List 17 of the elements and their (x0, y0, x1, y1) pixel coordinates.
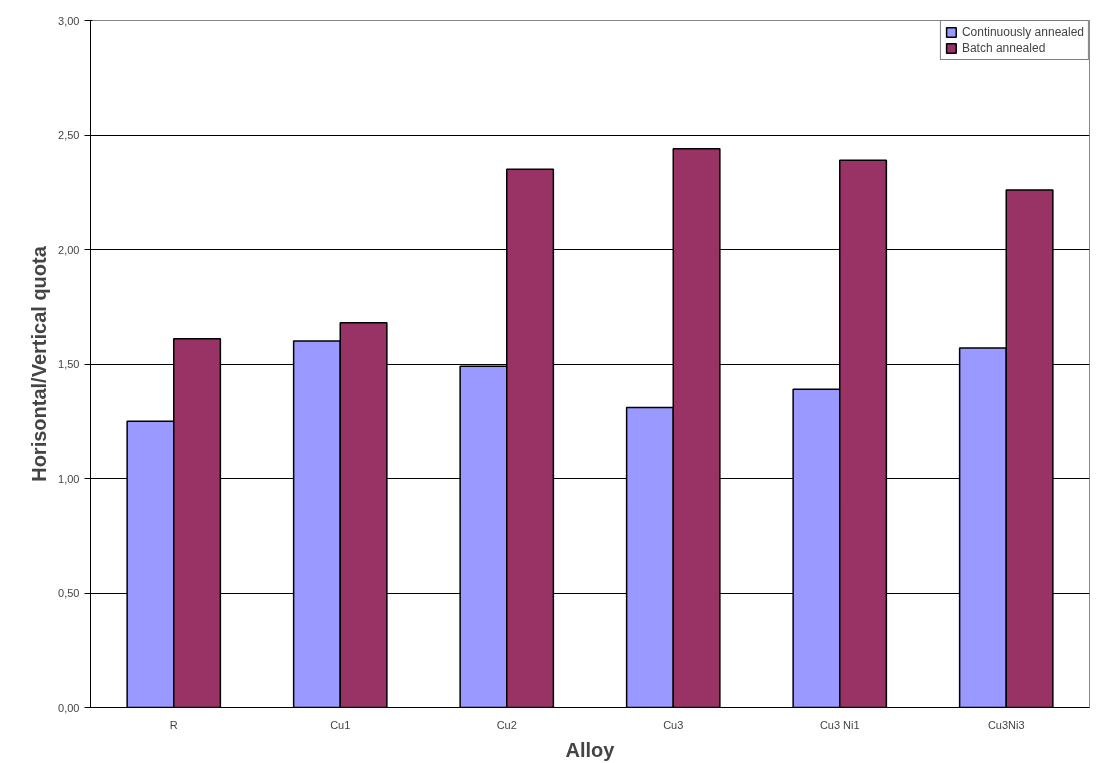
y-tick-label: 3,00 (58, 14, 80, 27)
y-tick-label: 1,50 (58, 358, 80, 370)
y-tick-label: 0,00 (58, 701, 80, 714)
x-tick-label: Cu2 (496, 718, 517, 731)
y-tick-label: 2,50 (58, 129, 80, 141)
y-tick-label: 1,00 (58, 472, 80, 485)
x-tick-label: R (169, 718, 178, 731)
x-axis-title: Alloy (565, 738, 616, 761)
y-tick-label: 0,50 (58, 587, 80, 599)
y-tick-label: 2,00 (58, 243, 80, 256)
x-tick-label: Cu3 Ni1 (819, 718, 860, 731)
y-axis-title: Horisontal/Vertical quota (28, 245, 51, 482)
x-tick-label: Cu3 (663, 718, 684, 731)
legend-label: Continuously annealed (961, 25, 1084, 39)
x-tick-label: Cu1 (330, 718, 351, 731)
x-tick-label: Cu3Ni3 (987, 718, 1025, 731)
legend-label: Batch annealed (961, 41, 1046, 55)
